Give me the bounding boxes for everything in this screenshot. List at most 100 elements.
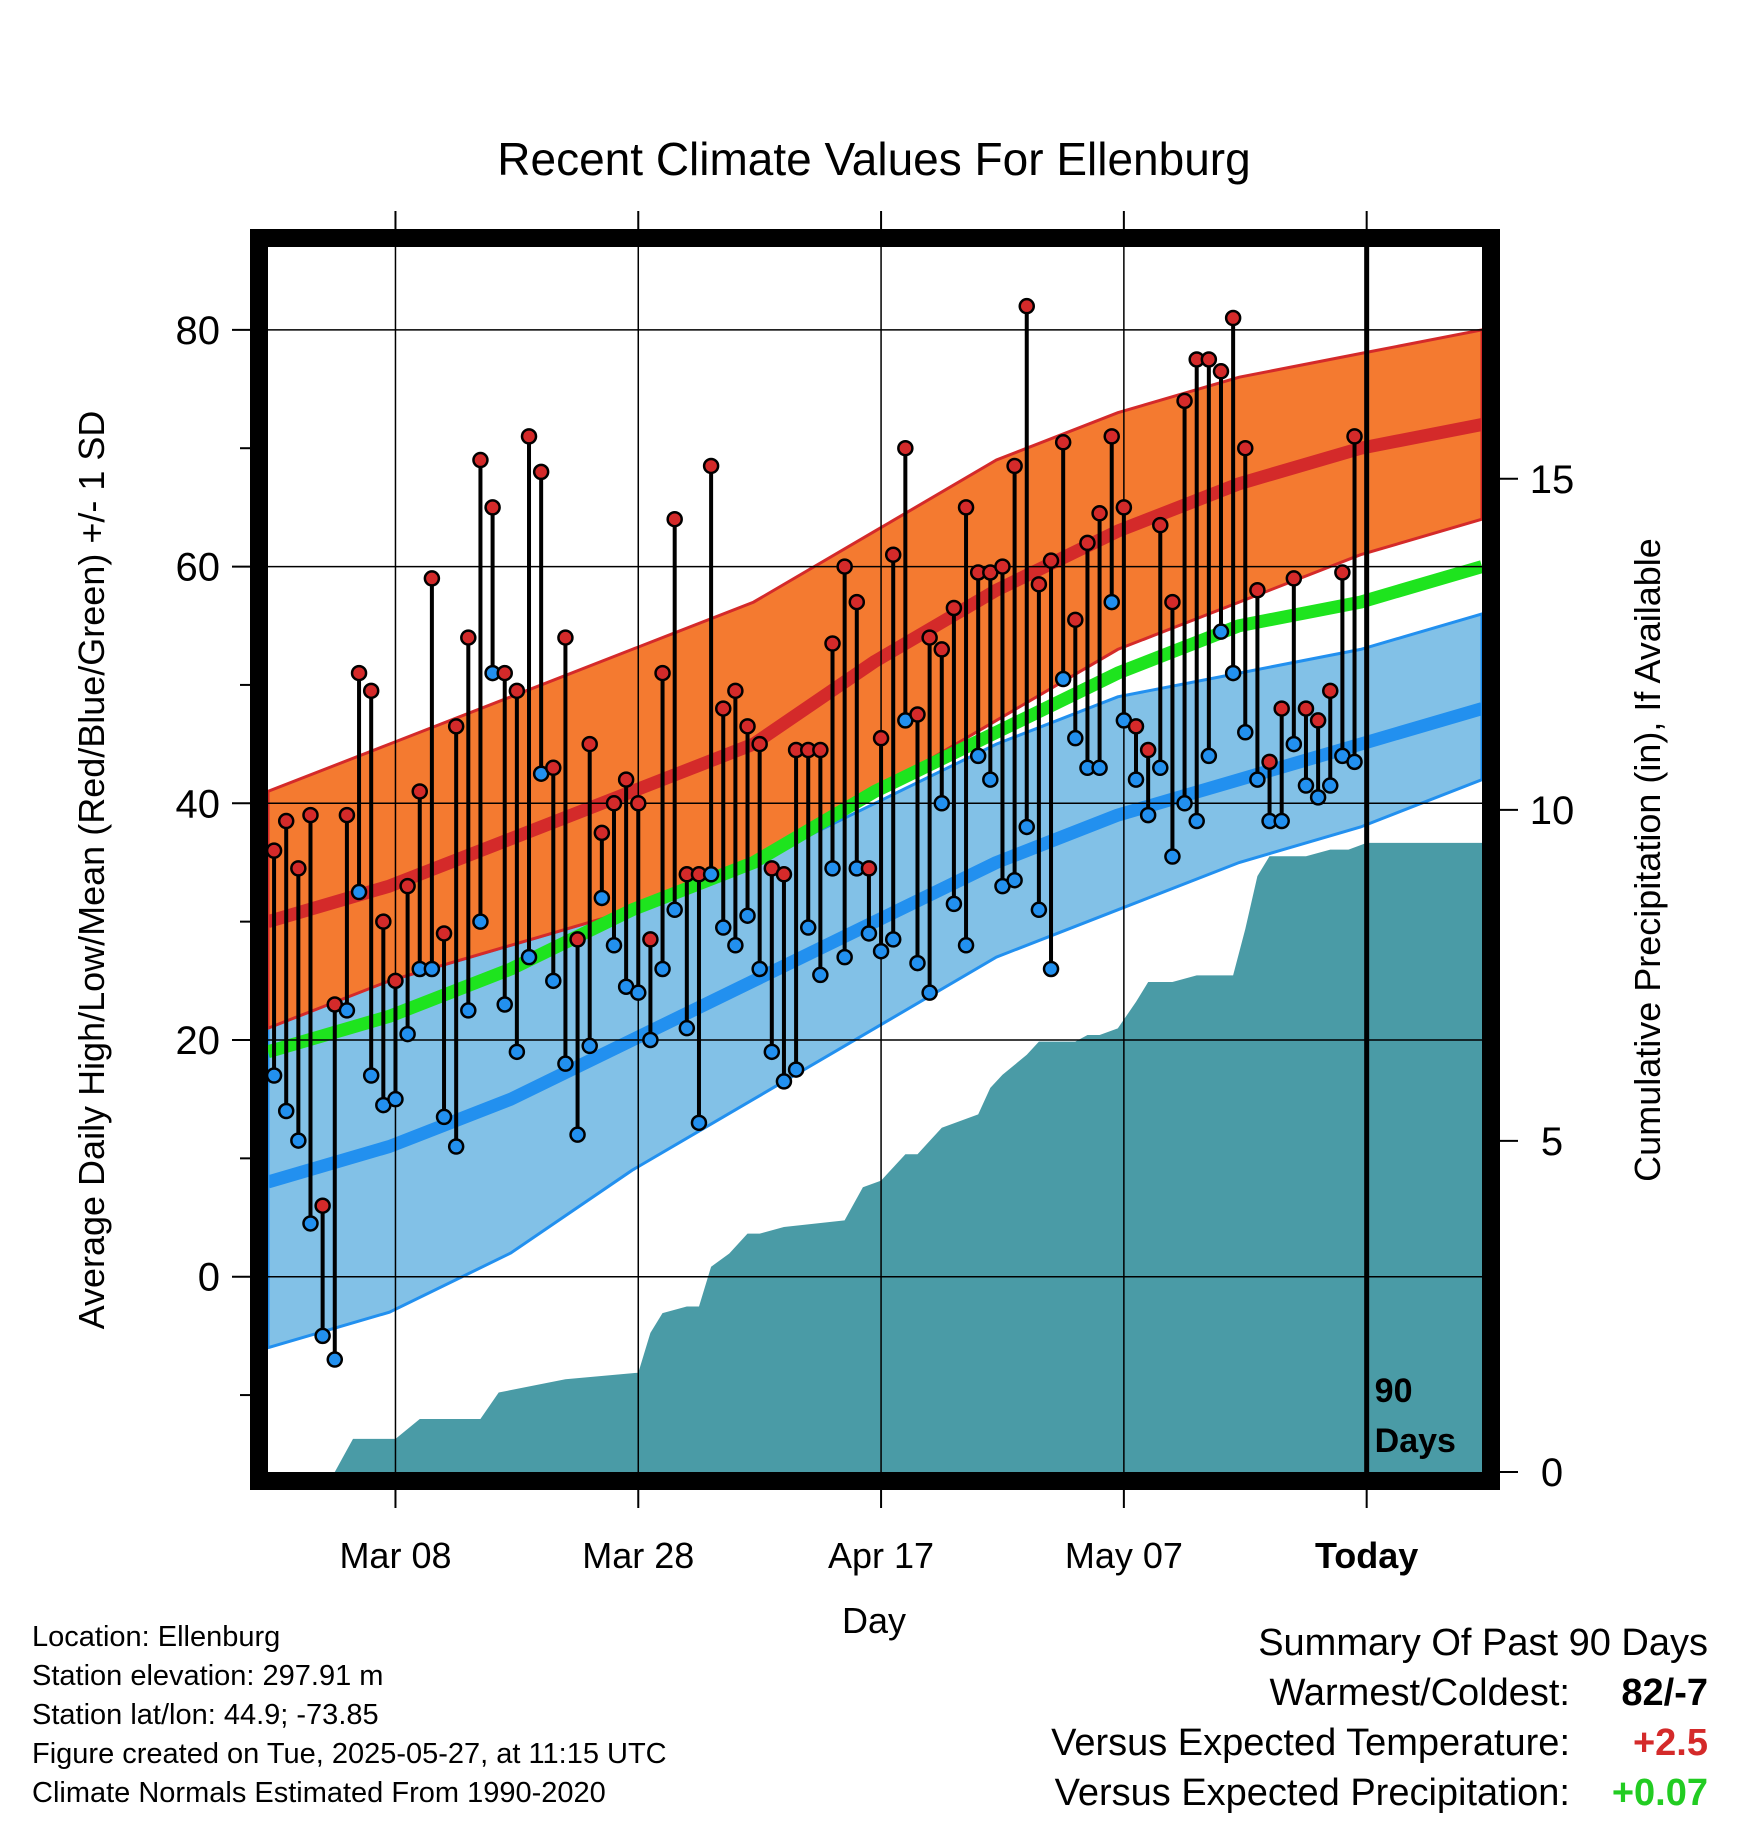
daily-low-point [460, 1002, 477, 1019]
daily-high-point [1127, 718, 1145, 735]
normal-mean-line [268, 560, 1482, 1059]
daily-low-point [520, 948, 538, 966]
summary-heading: Summary Of Past 90 Days [1258, 1622, 1708, 1664]
daily-high-point [1079, 534, 1096, 552]
daily-low-point [799, 919, 817, 936]
daily-low-point [715, 919, 732, 936]
daily-high-point [423, 570, 441, 587]
daily-high-point [1309, 712, 1327, 729]
chart-title: Recent Climate Values For Ellenburg [497, 133, 1250, 185]
daily-low-point [702, 866, 720, 883]
daily-high-point [1237, 439, 1254, 457]
daily-high-point [1285, 570, 1303, 587]
daily-high-point [1176, 392, 1193, 410]
daily-low-point [1285, 735, 1303, 753]
daily-high-point [1212, 363, 1230, 380]
daily-high-point [569, 931, 586, 948]
daily-low-point [787, 1061, 805, 1078]
daily-high-point [1261, 753, 1278, 771]
x-tick-label: Mar 28 [582, 1535, 694, 1576]
daily-high-point [605, 795, 623, 812]
daily-high-point [1030, 576, 1048, 593]
daily-low-point [1042, 960, 1060, 978]
daily-high-point [1164, 593, 1181, 611]
daily-high-point [945, 599, 963, 617]
days-marker-line1: 90 [1375, 1372, 1413, 1410]
warm-cold-label: Warmest/Coldest: [1269, 1672, 1570, 1714]
daily-low-point [1309, 789, 1327, 806]
daily-high-point [460, 629, 477, 646]
temp-anomaly-value: +2.5 [1632, 1722, 1708, 1764]
y-axis-left-label: Average Daily High/Low/Mean (Red/Blue/Gr… [71, 411, 112, 1330]
daily-high-point [1067, 611, 1084, 629]
daily-low-point [1188, 812, 1205, 830]
daily-low-point [387, 1090, 404, 1108]
daily-low-point [945, 895, 963, 913]
daily-high-point [812, 741, 829, 759]
daily-high-point [727, 682, 744, 700]
daily-low-point [268, 1067, 283, 1084]
daily-high-point [860, 860, 878, 877]
daily-low-point [812, 966, 829, 984]
y-tick-label: 80 [176, 309, 221, 353]
daily-high-point [1346, 428, 1363, 445]
daily-low-point [727, 937, 744, 954]
daily-low-point [860, 925, 878, 942]
daily-low-point [1346, 753, 1363, 771]
normal-low-line [268, 702, 1482, 1189]
daily-low-point [1200, 747, 1218, 765]
daily-high-point [1115, 499, 1133, 516]
summary-panel: Summary Of Past 90 Days Warmest/Coldest:… [1051, 1618, 1708, 1818]
y-tick-label: 20 [176, 1019, 221, 1063]
daily-low-point [1103, 593, 1120, 611]
y2-tick-label: 15 [1530, 458, 1575, 502]
daily-high-point [1322, 682, 1339, 700]
daily-high-point [654, 664, 671, 682]
daily-high-point [302, 806, 319, 824]
daily-high-point [277, 812, 295, 830]
warm-cold-value: 82/-7 [1621, 1672, 1708, 1714]
daily-low-point [472, 913, 489, 930]
daily-low-point [1067, 729, 1084, 747]
y-tick-label: 0 [198, 1256, 220, 1300]
daily-low-point [824, 860, 841, 877]
daily-low-point [496, 996, 513, 1013]
daily-high-point [1042, 552, 1060, 569]
y-tick-label: 60 [176, 546, 221, 590]
x-axis-label: Day [842, 1600, 906, 1641]
daily-low-point [508, 1043, 526, 1061]
daily-high-point [472, 451, 489, 469]
daily-high-point [715, 700, 732, 717]
daily-high-point [593, 824, 611, 842]
daily-low-point [630, 984, 647, 1001]
daily-low-point [678, 1019, 696, 1037]
station-info: Location: Ellenburg Station elevation: 2… [32, 1618, 667, 1813]
daily-low-point [921, 984, 938, 1001]
daily-low-point [775, 1073, 793, 1090]
daily-low-point [581, 1037, 598, 1055]
daily-low-point [557, 1055, 574, 1072]
daily-high-point [872, 729, 890, 747]
daily-low-point [1139, 806, 1157, 824]
daily-low-point [1249, 771, 1266, 788]
daily-high-point [375, 913, 392, 930]
daily-high-point [702, 457, 720, 475]
y2-tick-label: 0 [1541, 1451, 1563, 1495]
daily-high-point [1018, 297, 1035, 315]
daily-high-point [520, 428, 538, 445]
daily-high-point [1224, 309, 1242, 327]
x-tick-label: May 07 [1065, 1535, 1183, 1576]
daily-low-point [1176, 795, 1193, 812]
daily-high-point [545, 759, 562, 777]
normal-high-line [268, 418, 1482, 928]
daily-low-point [423, 960, 441, 978]
cumulative-precip-area [334, 842, 1482, 1472]
daily-high-point [1152, 516, 1169, 534]
daily-high-point [581, 735, 598, 753]
daily-low-point [277, 1102, 295, 1120]
daily-high-point [532, 463, 550, 481]
daily-low-point [1297, 777, 1315, 794]
daily-low-point [593, 889, 611, 907]
daily-high-point [751, 735, 768, 753]
daily-high-point [387, 972, 404, 990]
